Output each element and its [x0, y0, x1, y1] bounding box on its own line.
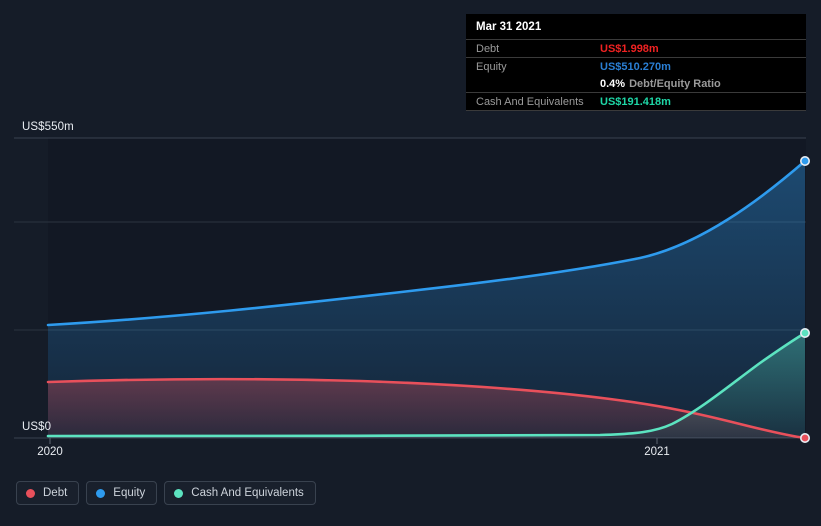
equity-endpoint-marker[interactable] [799, 156, 810, 167]
x-axis-tick-2020: 2020 [37, 446, 63, 458]
legend-item-equity[interactable]: Equity [86, 481, 158, 505]
x-axis-tick-2021: 2021 [644, 446, 670, 458]
legend-dot-cash-icon [174, 488, 184, 498]
tooltip-value-debt: US$1.998m [600, 42, 659, 55]
tooltip-date-title: Mar 31 2021 [476, 21, 542, 33]
legend-label-cash: Cash And Equivalents [191, 487, 304, 499]
tooltip-value-equity: US$510.270m [600, 60, 671, 73]
tooltip-value-cash: US$191.418m [600, 95, 671, 108]
chart-tooltip: Mar 31 2021 Debt US$1.998m Equity US$510… [466, 14, 806, 111]
tooltip-label-equity: Equity [476, 60, 507, 73]
cash-line [46, 331, 807, 438]
plot-canvas [14, 137, 810, 444]
debt-line [46, 377, 807, 440]
x-axis-ticks [49, 438, 658, 444]
tooltip-label-ratio: Debt/Equity Ratio [629, 77, 721, 90]
tooltip-bottom-divider [466, 110, 806, 111]
debt-area [48, 379, 805, 438]
legend-label-debt: Debt [43, 487, 68, 499]
equity-area [48, 161, 805, 438]
legend-item-cash[interactable]: Cash And Equivalents [164, 481, 316, 505]
cash-endpoint-marker[interactable] [799, 327, 810, 338]
tooltip-label-debt: Debt [476, 42, 500, 55]
chart-legend: Debt Equity Cash And Equivalents [16, 481, 316, 505]
equity-line [46, 159, 807, 327]
cash-area [48, 333, 805, 438]
legend-dot-debt-icon [26, 488, 35, 498]
tooltip-row-debt-equity-ratio: 0.4% Debt/Equity Ratio [466, 75, 806, 92]
tooltip-value-ratio: 0.4% [600, 77, 626, 90]
tooltip-row-debt: Debt US$1.998m [466, 39, 806, 57]
tooltip-row-equity: Equity US$510.270m [466, 57, 806, 75]
legend-label-equity: Equity [113, 487, 146, 499]
legend-item-debt[interactable]: Debt [16, 481, 80, 505]
y-axis-zero-label: US$0 [22, 421, 52, 433]
tooltip-row-cash: Cash And Equivalents US$191.418m [466, 92, 806, 110]
tooltip-label-cash: Cash And Equivalents [476, 95, 584, 108]
legend-dot-equity-icon [96, 488, 106, 498]
y-axis-top-label: US$550m [22, 121, 74, 133]
debt-endpoint-marker[interactable] [799, 432, 810, 443]
